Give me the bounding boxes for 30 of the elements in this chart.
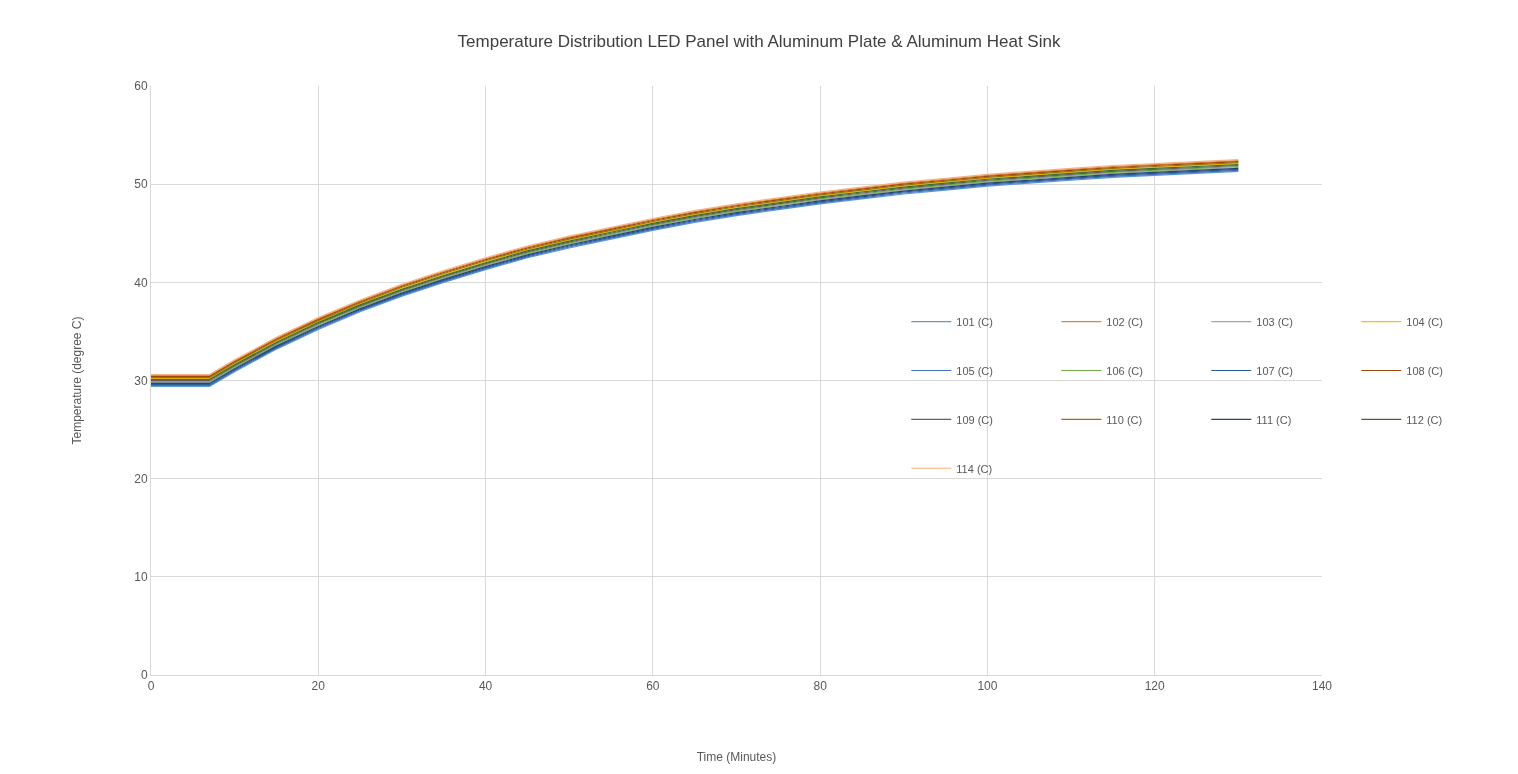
x-tick-label: 20 xyxy=(311,679,326,694)
x-tick-label: 120 xyxy=(1144,679,1166,694)
x-tick-label: 60 xyxy=(646,679,660,694)
y-tick-label: 30 xyxy=(134,373,148,388)
legend-label: 114 (C) xyxy=(956,462,993,475)
y-tick-label: 40 xyxy=(134,275,148,290)
x-tick-label: 40 xyxy=(478,679,493,694)
x-tick-label: 140 xyxy=(1311,679,1333,694)
y-tick-label: 0 xyxy=(140,668,148,683)
legend-label: 102 (C) xyxy=(1106,315,1143,328)
legend-label: 107 (C) xyxy=(1256,364,1293,377)
legend-label: 109 (C) xyxy=(956,413,993,426)
legend-label: 110 (C) xyxy=(1106,413,1143,426)
legend-label: 103 (C) xyxy=(1256,315,1293,328)
legend-label: 112 (C) xyxy=(1406,413,1443,426)
chart-title: Temperature Distribution LED Panel with Aluminum Plate & Aluminum Heat Sink xyxy=(457,31,1061,51)
legend-label: 108 (C) xyxy=(1406,364,1443,377)
legend-label: 105 (C) xyxy=(956,364,993,377)
y-tick-label: 10 xyxy=(134,570,148,585)
x-axis-title: Time (Minutes) xyxy=(696,750,777,765)
legend-label: 101 (C) xyxy=(956,315,993,328)
legend-label: 106 (C) xyxy=(1106,364,1143,377)
x-tick-label: 80 xyxy=(813,679,828,694)
y-tick-label: 50 xyxy=(134,177,148,192)
legend-label: 111 (C) xyxy=(1256,413,1292,426)
y-axis-title: Temperature (degree C) xyxy=(69,316,84,445)
legend-label: 104 (C) xyxy=(1406,315,1443,328)
y-tick-label: 20 xyxy=(134,471,148,486)
x-tick-label: 100 xyxy=(977,679,998,694)
y-tick-label: 60 xyxy=(134,79,148,94)
